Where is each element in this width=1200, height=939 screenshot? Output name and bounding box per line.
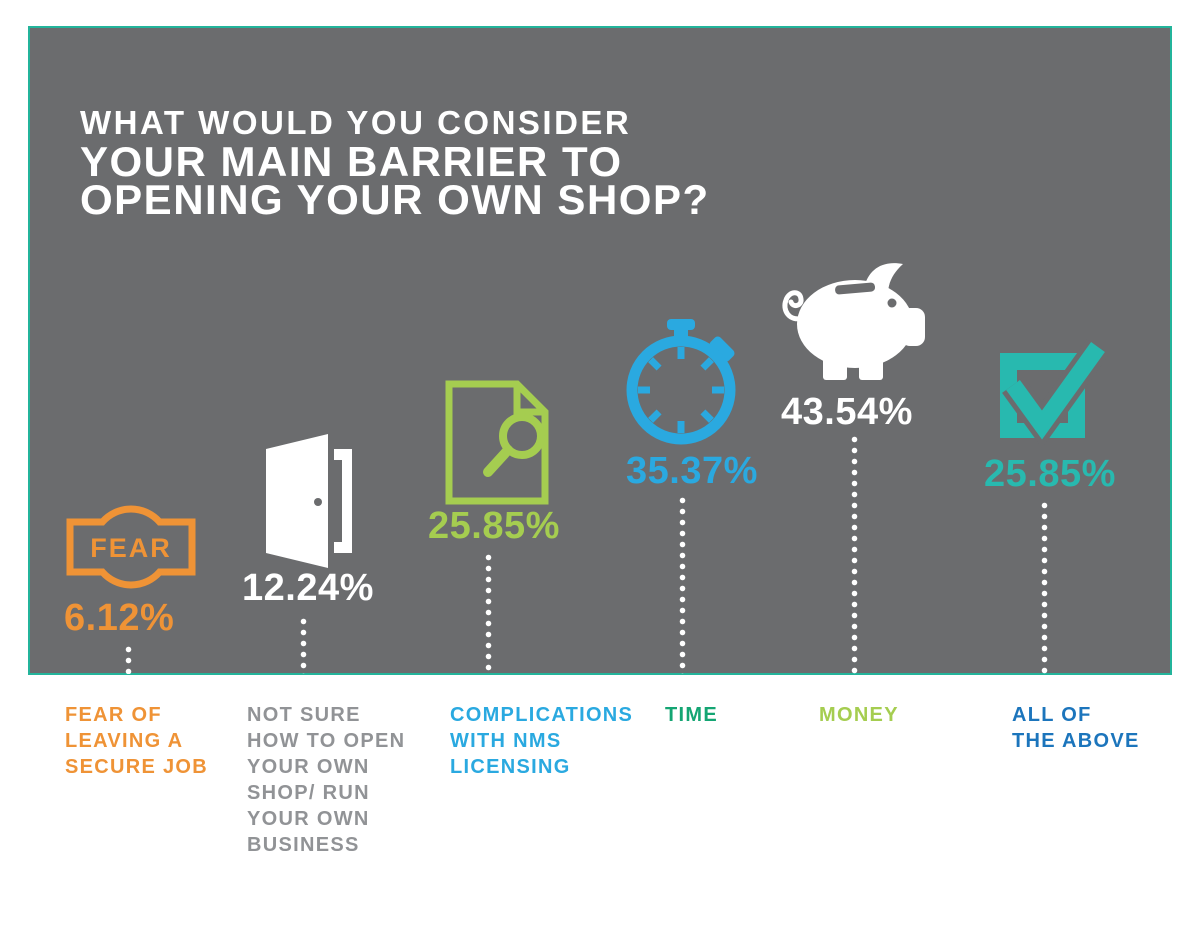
- category-label-licensing: COMPLICATIONS WITH NMS LICENSING: [450, 704, 634, 778]
- open-door-icon: [264, 432, 354, 572]
- chart-panel: [28, 26, 1172, 675]
- fear-badge-icon: FEAR: [64, 505, 198, 590]
- title-line-2: YOUR MAIN BARRIER TO: [80, 138, 623, 185]
- checked-checkbox-icon: [993, 339, 1111, 450]
- value-label-money: 43.54%: [781, 391, 913, 433]
- title-line-1: WHAT WOULD YOU CONSIDER: [80, 104, 632, 141]
- document-magnifier-icon: [444, 379, 550, 505]
- dotted-leader-time: [679, 497, 686, 674]
- value-label-time: 35.37%: [626, 450, 758, 492]
- category-label-money: MONEY: [819, 704, 899, 726]
- dotted-leader-notsure: [300, 618, 307, 674]
- stopwatch-icon: [622, 317, 742, 453]
- fear-badge-text: FEAR: [90, 533, 172, 563]
- category-label-time: TIME: [665, 704, 718, 726]
- value-label-notsure: 12.24%: [242, 567, 374, 609]
- value-label-fear: 6.12%: [64, 597, 175, 639]
- category-label-fear: FEAR OF LEAVING A SECURE JOB: [65, 704, 209, 778]
- category-label-allofabove: ALL OF THE ABOVE: [1012, 704, 1140, 752]
- chart-title: WHAT WOULD YOU CONSIDER YOUR MAIN BARRIE…: [80, 103, 710, 223]
- category-label-notsure: NOT SURE HOW TO OPEN YOUR OWN SHOP/ RUN YOUR…: [247, 704, 406, 856]
- dotted-leader-allofabove: [1041, 502, 1048, 674]
- value-label-allofabove: 25.85%: [984, 453, 1116, 495]
- title-line-3: OPENING YOUR OWN SHOP?: [80, 176, 710, 223]
- dotted-leader-fear: [125, 646, 132, 674]
- dotted-leader-money: [851, 436, 858, 674]
- dotted-leader-licensing: [485, 554, 492, 674]
- piggy-bank-icon: [782, 258, 933, 382]
- value-label-licensing: 25.85%: [428, 505, 560, 547]
